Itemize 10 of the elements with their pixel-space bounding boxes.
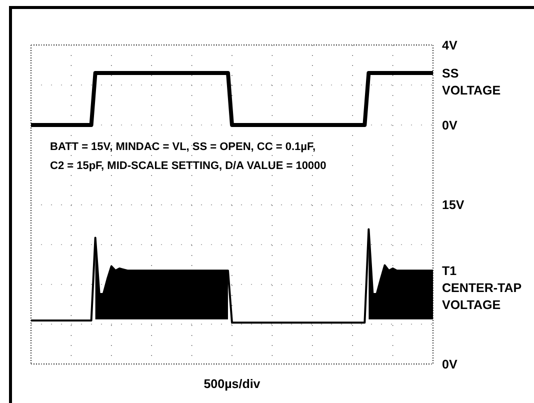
- annotation: BATT = 15V, MINDAC = VL, SS = OPEN, CC = 0.1µF,: [50, 141, 316, 153]
- annotation: C2 = 15pF, MID-SCALE SETTING, D/A VALUE = 10000: [50, 160, 326, 172]
- series-label: SS VOLTAGE: [442, 66, 501, 98]
- line-series: [30, 228, 434, 324]
- y-tick-label: 4V: [442, 38, 458, 52]
- y-tick-label: 0V: [442, 357, 458, 372]
- series-label: T1 CENTER-TAP VOLTAGE: [442, 264, 522, 312]
- x-axis-title: 500µs/div: [204, 377, 260, 391]
- y-tick-label: 15V: [442, 198, 465, 212]
- y-tick-label: 0V: [442, 118, 458, 132]
